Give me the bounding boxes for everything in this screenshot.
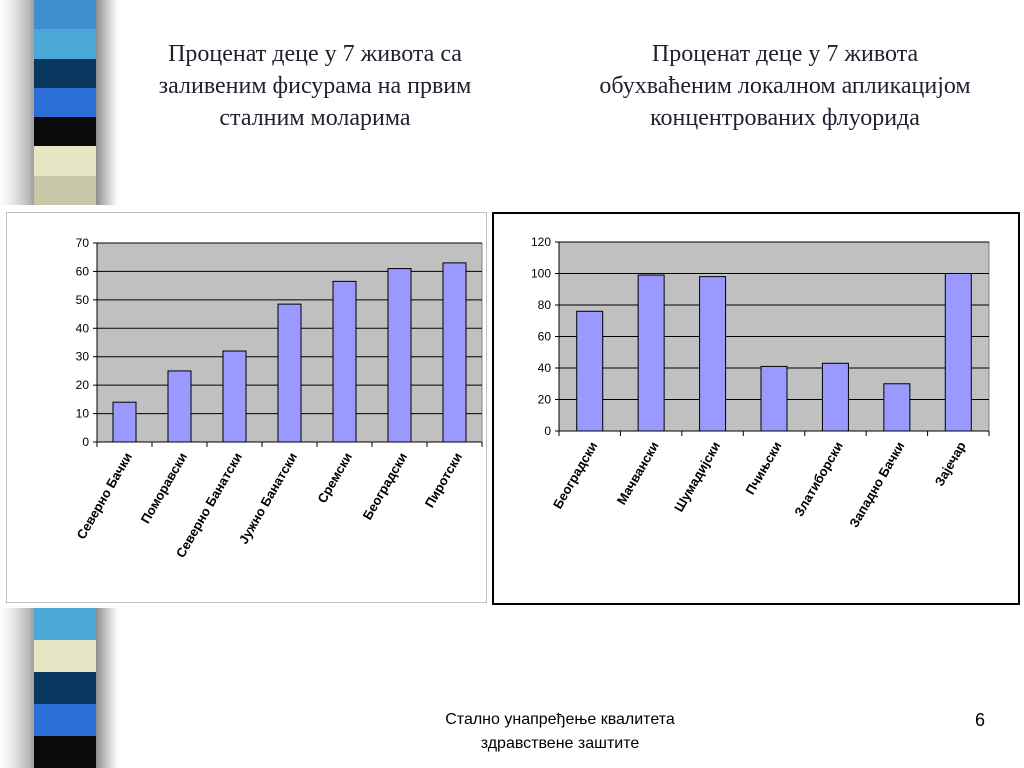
bar <box>167 370 192 443</box>
y-tick-label: 100 <box>531 267 551 281</box>
y-tick-label: 80 <box>538 298 552 312</box>
stripe-band <box>34 175 96 205</box>
y-tick-label: 60 <box>538 330 552 344</box>
page-number: 6 <box>974 710 985 730</box>
y-tick-label: 70 <box>76 236 90 250</box>
bar <box>760 365 788 432</box>
bar <box>332 280 357 443</box>
bar-chart-fissure-sealing: 0 10 20 30 40 50 60 70 Северно Бачки Поморавски Се… <box>6 212 487 603</box>
y-tick-label: 60 <box>76 264 90 278</box>
y-tick-label: 40 <box>76 321 90 335</box>
bar <box>821 362 849 432</box>
bar <box>112 401 137 443</box>
bar <box>637 274 665 432</box>
chart-title-left: Проценат деце у 7 живота са заливеним фи… <box>158 41 472 131</box>
x-tick-label: Северно Бачки <box>73 450 135 542</box>
bar <box>944 273 972 432</box>
stripe-band <box>34 146 96 176</box>
y-tick-label: 50 <box>76 293 90 307</box>
x-tick-label: Сремски <box>314 450 355 506</box>
y-tick-label: 120 <box>531 235 551 249</box>
x-tick-label: Златиборски <box>791 439 846 519</box>
bar <box>883 383 911 432</box>
stripe-band <box>34 117 96 147</box>
y-tick-label: 20 <box>76 378 90 392</box>
stripe-band <box>34 0 96 30</box>
decorative-stripe-bottom <box>0 608 118 768</box>
x-tick-label: Београдски <box>550 439 600 511</box>
bar <box>277 303 302 443</box>
stripe-band <box>34 608 96 640</box>
footer-line-2: здравствене заштите <box>480 735 640 752</box>
bar <box>576 310 604 432</box>
stripe-band <box>34 29 96 59</box>
y-tick-label: 30 <box>76 350 90 364</box>
bar <box>442 262 467 443</box>
x-tick-label: Пчињски <box>742 439 784 497</box>
x-tick-label: Западно Бачки <box>846 439 907 530</box>
x-tick-label: Београдски <box>360 450 410 522</box>
y-tick-label: 40 <box>538 361 552 375</box>
chart-title-right: Проценат деце у 7 живота обухваћеним лок… <box>599 41 971 131</box>
bar-chart-fluoride-application: 0 20 40 60 80 100 120 Београдски Мачвански Шумади… <box>492 212 1020 605</box>
stripe-band <box>34 704 96 736</box>
y-tick-label: 10 <box>76 407 90 421</box>
bar <box>222 350 247 443</box>
bar <box>699 276 727 432</box>
x-tick-label: Зајечар <box>932 439 969 489</box>
x-tick-label: Јужно Банатски <box>236 450 300 547</box>
stripe-band <box>34 736 96 768</box>
stripe-band <box>34 58 96 88</box>
stripe-band <box>34 87 96 118</box>
bar <box>387 268 412 443</box>
x-tick-label: Поморавски <box>138 450 191 526</box>
footer-line-1: Стално унапређење квалитета <box>445 711 675 728</box>
y-tick-label: 20 <box>538 393 552 407</box>
decorative-stripe-top <box>0 0 118 205</box>
stripe-band <box>34 672 96 704</box>
x-tick-label: Пиротски <box>422 450 465 510</box>
chart-right-svg: 0 20 40 60 80 100 120 Београдски Мачвански Шумади… <box>531 235 990 530</box>
footer-text: Стално унапређење квалитета здравствене … <box>380 708 740 756</box>
x-tick-label: Шумадијски <box>671 439 723 514</box>
x-tick-label: Мачвански <box>614 439 662 507</box>
y-tick-label: 0 <box>544 424 551 438</box>
y-tick-label: 0 <box>82 435 89 449</box>
stripe-band <box>34 640 96 672</box>
